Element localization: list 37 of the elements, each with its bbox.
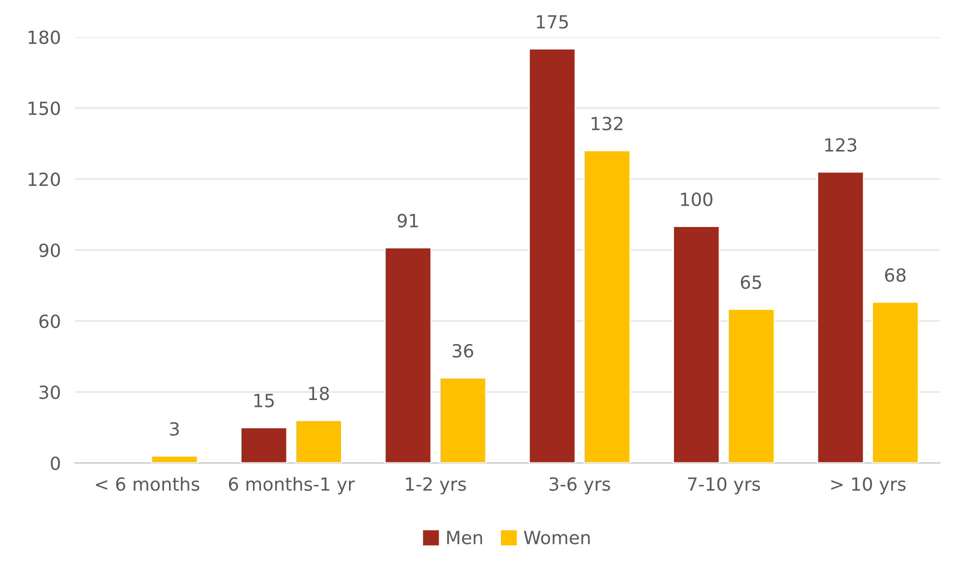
data-label: 36 — [452, 344, 474, 358]
data-label: 65 — [740, 275, 762, 289]
x-tick-label: 6 months-1 yr — [228, 476, 355, 494]
y-tick-label: 90 — [39, 243, 60, 258]
data-label: 68 — [885, 268, 906, 282]
x-tick-label: < 6 months — [96, 476, 200, 491]
bar — [872, 301, 920, 463]
data-label: 15 — [254, 394, 274, 408]
y-tick-label: 60 — [39, 314, 60, 328]
x-tick-label: 1-2 yrs — [406, 477, 466, 494]
legend-label: Women — [524, 530, 590, 544]
bar — [240, 426, 288, 463]
y-tick-label: 150 — [28, 101, 60, 116]
data-label: 91 — [398, 214, 418, 228]
data-label: 100 — [681, 192, 712, 206]
x-tick-label: 3-6 yrs — [550, 477, 610, 494]
y-tick-label: 180 — [28, 30, 60, 44]
bar — [727, 308, 775, 463]
bar — [150, 455, 198, 463]
bar — [439, 377, 487, 463]
data-label: 175 — [536, 15, 568, 29]
bar — [528, 48, 576, 463]
data-label: 123 — [825, 138, 856, 152]
data-label: 3 — [170, 422, 179, 436]
data-label: 18 — [309, 386, 329, 400]
x-tick-label: > 10 yrs — [831, 477, 906, 494]
data-label: 132 — [592, 116, 622, 130]
bar — [672, 226, 720, 463]
y-tick-label: 120 — [28, 172, 60, 186]
bar — [816, 171, 864, 463]
bar — [583, 150, 631, 463]
y-tick-label: 30 — [40, 385, 60, 400]
y-tick-label: 0 — [50, 456, 60, 470]
bar — [294, 420, 342, 463]
bar — [384, 246, 432, 463]
x-tick-label: 7-10 yrs — [688, 477, 760, 494]
legend-label: Men — [447, 530, 482, 544]
